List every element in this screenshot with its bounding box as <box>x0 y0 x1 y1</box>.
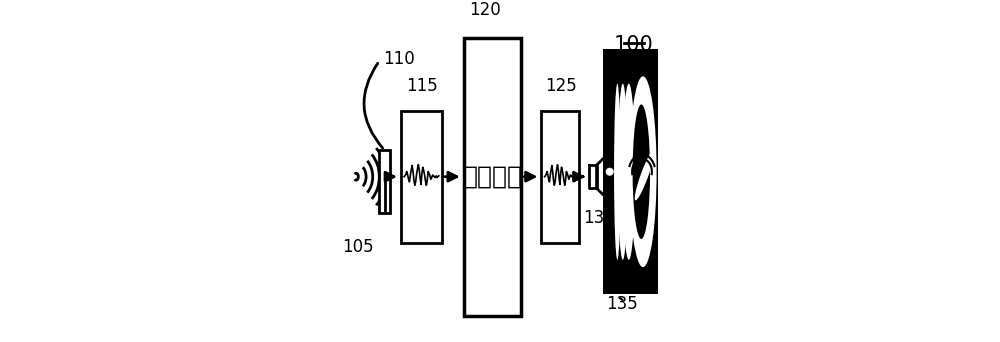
Text: 115: 115 <box>406 77 438 95</box>
Bar <box>541 110 579 243</box>
Text: 100: 100 <box>614 35 654 54</box>
Text: 音频处理: 音频处理 <box>463 165 523 189</box>
Text: 105: 105 <box>342 238 374 256</box>
Text: 125: 125 <box>545 77 576 95</box>
Ellipse shape <box>623 84 635 260</box>
Circle shape <box>606 168 613 175</box>
FancyArrowPatch shape <box>364 63 383 148</box>
Bar <box>401 110 442 243</box>
FancyArrowPatch shape <box>620 298 622 300</box>
Bar <box>464 38 521 316</box>
Polygon shape <box>597 154 608 199</box>
Text: 135: 135 <box>606 295 638 313</box>
Ellipse shape <box>629 76 657 267</box>
Bar <box>603 49 658 294</box>
Polygon shape <box>589 165 597 188</box>
Text: 130: 130 <box>583 209 615 227</box>
Ellipse shape <box>635 150 655 200</box>
Bar <box>379 150 390 213</box>
Ellipse shape <box>633 104 650 239</box>
Ellipse shape <box>614 84 621 260</box>
Text: 120: 120 <box>469 1 501 19</box>
Text: 110: 110 <box>383 50 414 68</box>
Ellipse shape <box>618 84 628 260</box>
